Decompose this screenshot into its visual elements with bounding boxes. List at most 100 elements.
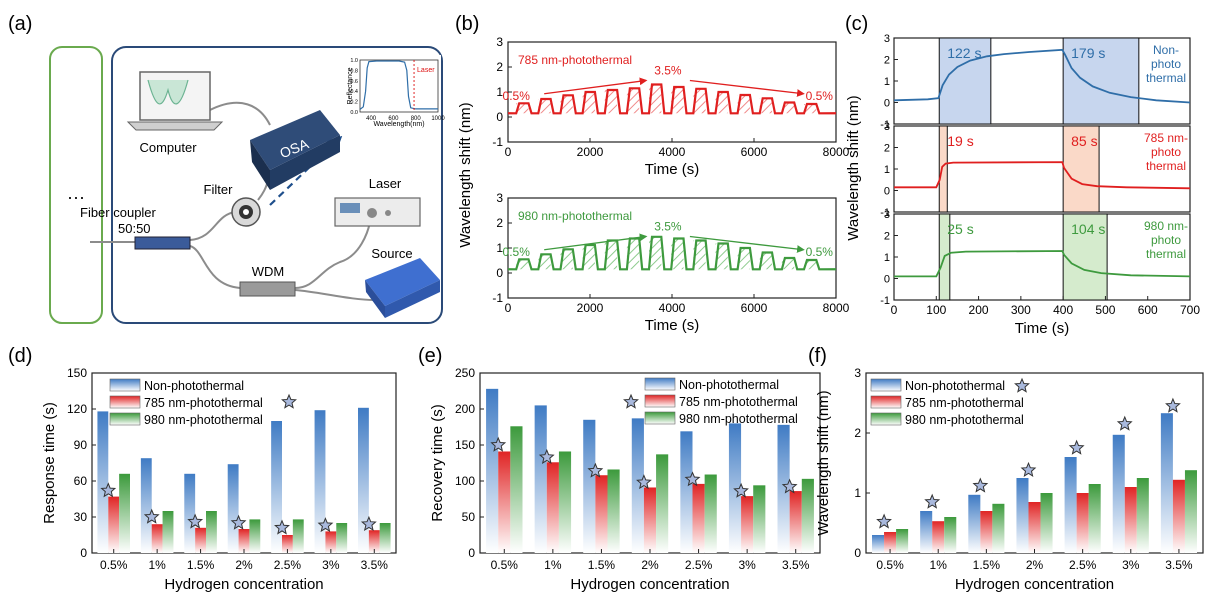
y-tick-label: 0 [468,546,475,560]
chart-f: 0.5% 1% 1.5% 2% 2.5% 3% 3.5% 0 1 2 3 Hydrogen conce… [815,366,1204,593]
legend-label: Non-photothermal [679,378,779,392]
bar [358,407,369,553]
legend-swatch [644,394,676,408]
legend-label: 980 nm-photothermal [144,413,263,427]
bar [692,483,705,553]
y-tick-label: 0 [884,98,890,110]
dashed-arrow [269,135,343,206]
x-tick-label: 2% [235,558,253,572]
star-marker [587,462,604,478]
bar [595,475,608,553]
legend-label: 785 nm-photothermal [679,395,798,409]
y-tick-label: 150 [67,366,87,380]
bar [968,494,981,553]
y-tick-label: 1 [496,241,503,255]
x-tick-label: 8000 [823,145,850,159]
x-tick-label: 2.5% [1069,558,1097,572]
star-marker [317,517,334,533]
legend-swatch [644,377,676,391]
x-tick-label: 0 [891,303,898,317]
y-tick-label: 50 [462,510,476,524]
y-tick-label: 30 [74,510,88,524]
x-tick-label: 400 [1053,303,1073,317]
y-tick-label: 90 [74,438,88,452]
bar [558,451,572,553]
annotation-peak: 3.5% [654,220,682,234]
legend-swatch [109,412,141,426]
inset-ytick: 0.8 [350,68,358,74]
x-tick-label: 3% [322,558,340,572]
c-ylabel: Wavelength shift (nm) [845,95,862,240]
x-tick-label: 2% [1026,558,1044,572]
x-axis-label: Hydrogen concentration [955,576,1114,593]
x-axis-label: Hydrogen concentration [164,576,323,593]
y-tick-label: 0 [496,266,503,280]
bar [486,388,499,553]
bar [932,521,945,553]
pulse-fill [804,260,817,270]
bar [631,418,644,553]
bar [896,529,909,553]
bar [656,454,669,553]
chart-c-785: 19 s 85 s -1 0 1 2 3 785 nm-photo thermal [880,121,1191,219]
bar [546,462,559,553]
wdm-device [239,281,296,297]
legend-label: 980 nm-photothermal [905,413,1024,427]
x-tick-label: 6000 [741,301,768,315]
region-label: 19 s [947,133,973,149]
x-axis-label: Hydrogen concentration [570,576,729,593]
inset-ytick: 0.2 [350,100,358,106]
bar [1028,502,1041,553]
chart-title: 980 nm-photothermal [518,209,632,223]
x-tick-label: 3.5% [782,558,810,572]
x-tick-label: 1% [544,558,562,572]
y-tick-label: 2 [884,55,890,67]
star-marker [876,513,892,529]
x-tick-label: 2000 [577,301,604,315]
fiber-wdm-laser [294,221,371,289]
inset-xtick: 400 [366,116,377,122]
y-axis-label: Response time (s) [41,402,58,524]
bar [325,531,337,553]
bar [195,527,206,553]
inset-xtick: 800 [411,116,422,122]
bar [884,532,897,553]
star-marker [360,515,377,531]
legend-swatch [870,395,902,409]
series-line [894,161,1191,190]
panel-label-c: (c) [845,13,868,35]
star-marker [781,478,798,494]
fiber-coupler-filter [189,211,236,241]
bar [336,523,348,553]
bar [583,419,596,553]
trend-arrow-down [689,79,805,97]
bar [643,487,657,553]
panel-label-f: (f) [808,345,827,367]
y-tick-label: -1 [492,135,503,149]
star-marker [230,514,247,530]
trend-arrow-down [689,235,805,253]
x-tick-label: 2.5% [274,558,302,572]
y-tick-label: 2 [496,60,503,74]
shaded-region [938,37,992,125]
bar [314,410,326,553]
bar [1184,470,1197,553]
bar [920,511,933,553]
inset-laser-label: Laser [417,67,435,74]
x-axis-label: Time (s) [1015,320,1069,337]
y-tick-label: -1 [880,207,890,219]
y-tick-label: 0 [884,186,890,198]
bar [607,469,620,553]
bar [379,523,391,553]
y-tick-label: 3 [884,33,890,45]
bar [680,431,693,553]
chart-e: 0.5% 1% 1.5% 2% 2.5% 3% 3.5% 0 50 100 150 200 250 Hyd… [429,366,821,593]
bar [728,423,742,553]
star-marker [100,482,117,498]
y-tick-label: 3 [884,209,890,221]
inset-xlabel: Wavelength(nm) [373,121,424,128]
bar [1136,478,1149,553]
